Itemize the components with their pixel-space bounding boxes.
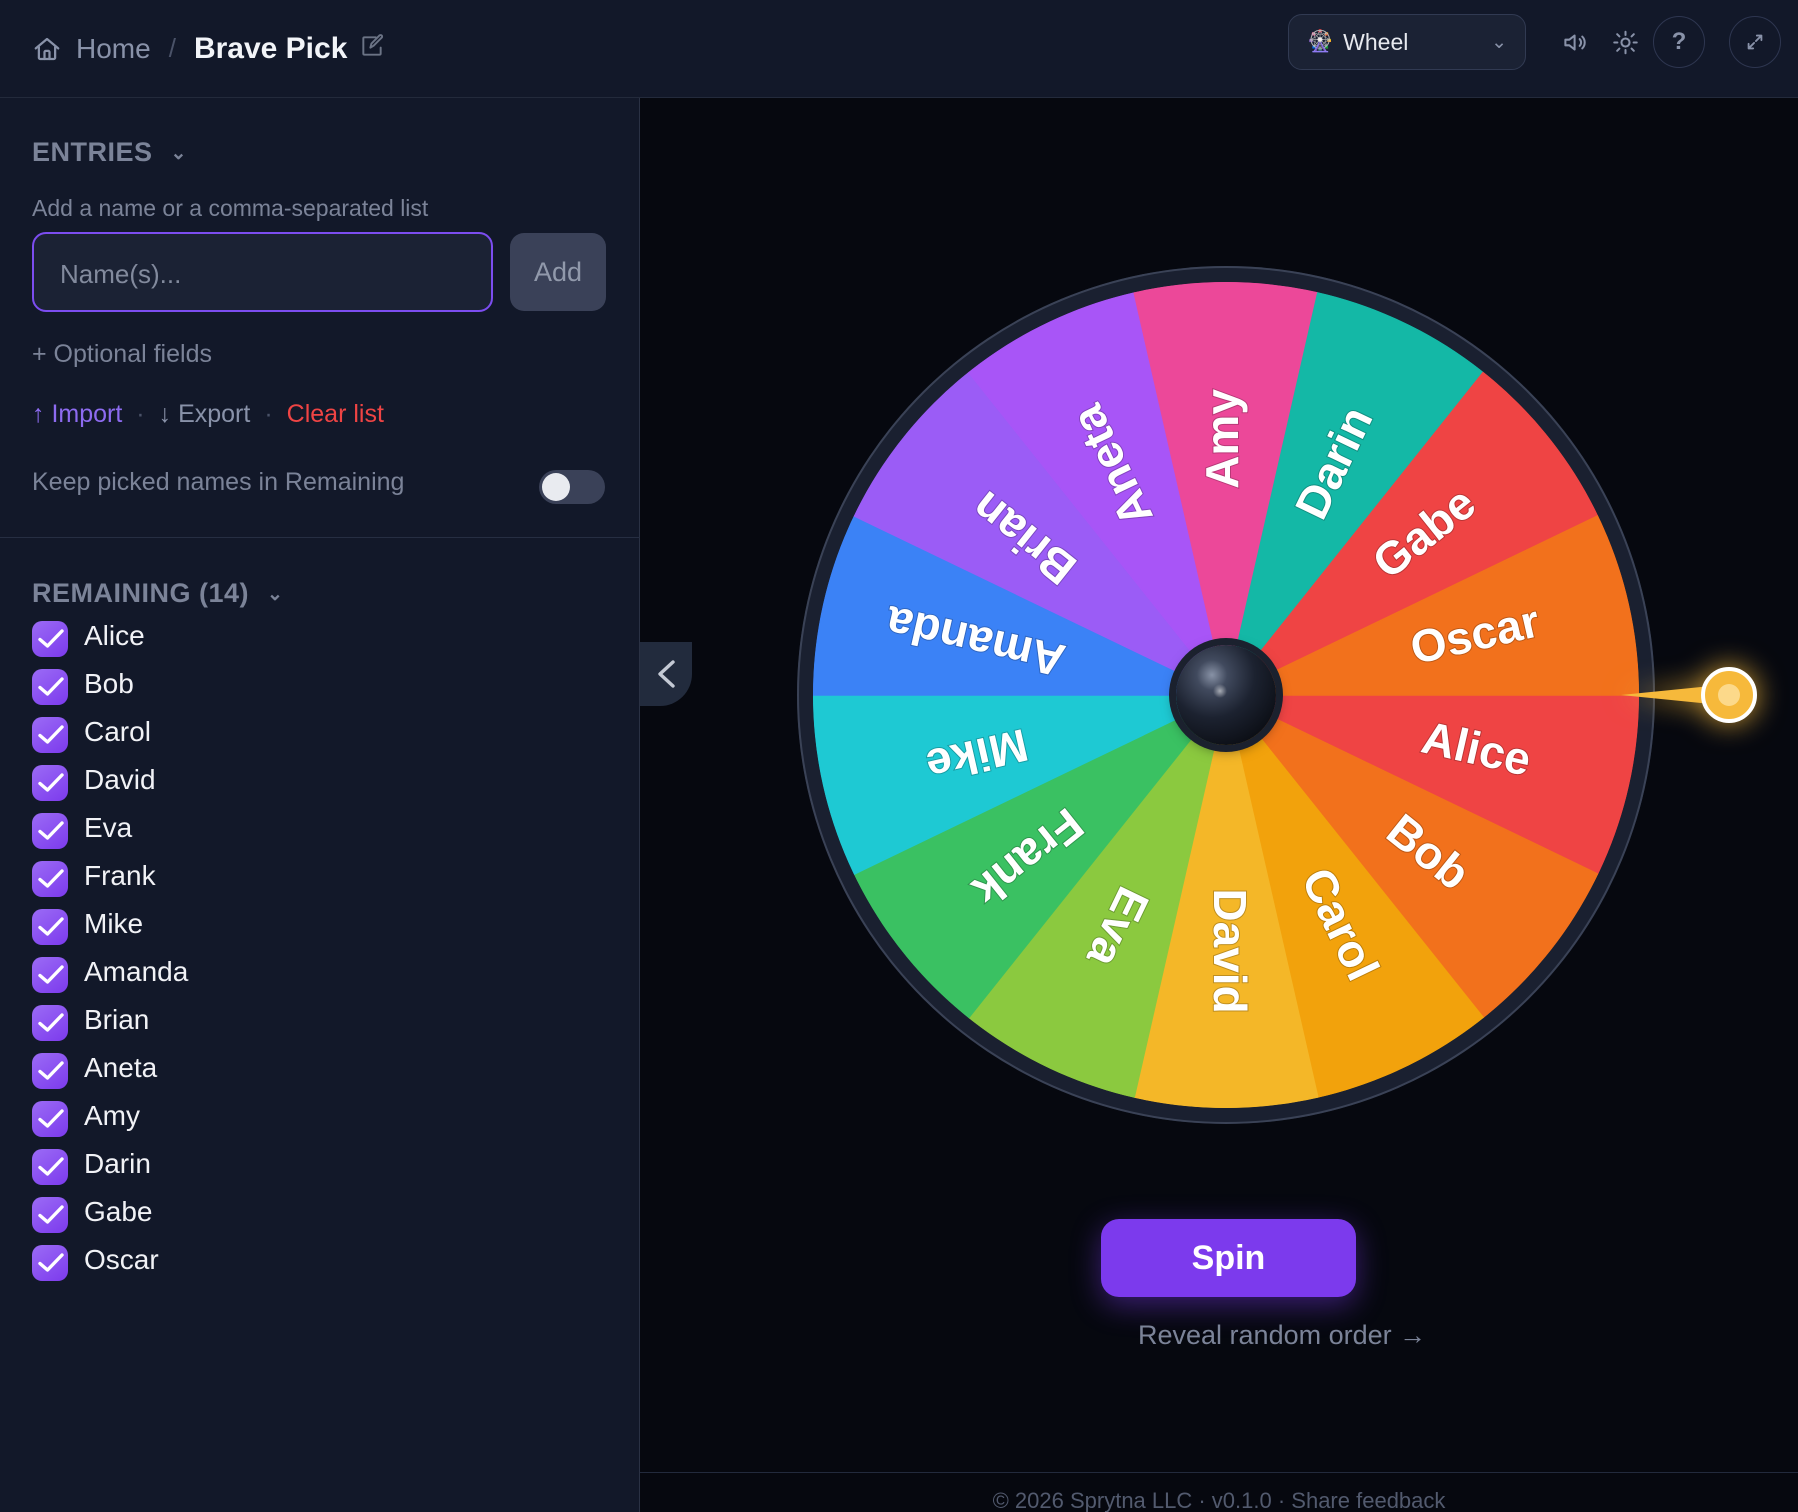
svg-text:David: David: [1204, 888, 1256, 1013]
svg-text:Amy: Amy: [1196, 389, 1248, 489]
